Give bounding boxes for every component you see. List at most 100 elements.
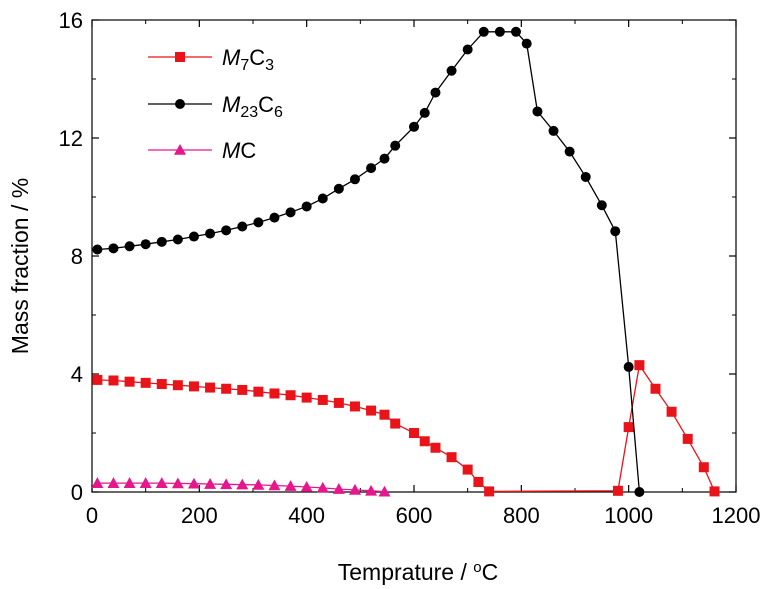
data-point (155, 477, 168, 488)
data-point (172, 234, 183, 245)
data-point (91, 477, 104, 488)
data-point (419, 436, 430, 447)
data-point (446, 65, 457, 76)
data-point (156, 379, 167, 390)
data-point (379, 409, 390, 420)
data-point (124, 376, 135, 387)
legend-label: MC (222, 138, 256, 163)
series-m23c6 (92, 26, 645, 497)
data-point (220, 478, 233, 490)
data-point (596, 200, 607, 211)
legend-label: M23C6 (222, 92, 283, 121)
data-point (285, 390, 296, 401)
data-point (666, 406, 677, 417)
series-mc (91, 477, 391, 497)
x-axis-title: Temprature / oC (338, 559, 498, 585)
data-point (446, 452, 457, 463)
data-point (366, 405, 377, 416)
data-point (108, 375, 119, 386)
data-point (204, 478, 217, 489)
data-point (532, 106, 543, 117)
data-point (92, 244, 103, 255)
data-point (564, 146, 575, 157)
data-point (409, 428, 419, 438)
legend-entry-mc: MC (148, 138, 256, 163)
data-point (462, 44, 473, 55)
data-point (709, 486, 720, 497)
data-point (349, 174, 360, 185)
data-point (156, 236, 167, 247)
data-point (253, 217, 264, 228)
data-point (379, 153, 390, 164)
data-point (580, 171, 591, 182)
data-point (473, 476, 484, 487)
data-point (171, 477, 184, 489)
x-tick-label: 1200 (712, 503, 761, 528)
data-point (301, 201, 312, 212)
data-point (409, 121, 419, 132)
data-point (284, 480, 297, 491)
data-point (548, 125, 559, 136)
plot-frame (91, 19, 737, 493)
data-point (623, 422, 634, 433)
data-point (650, 383, 661, 394)
data-point (107, 477, 120, 488)
data-point (634, 487, 645, 497)
data-point (140, 377, 151, 388)
data-point (236, 478, 249, 490)
data-point (484, 486, 495, 497)
axes: 0 200 400 600 800 1000 1200 0 4 8 12 16 (59, 8, 761, 528)
data-point (316, 481, 329, 493)
data-point (172, 380, 183, 391)
data-point (269, 388, 280, 399)
data-point (478, 26, 489, 37)
data-point (123, 477, 136, 488)
legend-marker (174, 144, 186, 155)
data-point (187, 477, 200, 489)
data-point (365, 484, 378, 496)
data-point (462, 464, 473, 475)
data-point (205, 228, 216, 239)
data-point (317, 193, 328, 204)
legend-marker (175, 52, 185, 62)
data-point (430, 87, 441, 98)
data-point (269, 212, 280, 223)
data-point (139, 477, 152, 488)
x-tick-label: 800 (503, 503, 540, 528)
data-point (333, 397, 344, 408)
data-point (237, 384, 248, 395)
data-point (349, 401, 360, 412)
x-tick-label: 0 (86, 503, 98, 528)
data-point (124, 241, 135, 252)
axis-titles: Temprature / oC Mass fraction / % (7, 178, 498, 585)
legend-label: M7C3 (222, 45, 274, 74)
x-tick-label: 600 (396, 503, 433, 528)
data-point (253, 386, 264, 397)
legend-entry-m7c3: M7C3 (148, 45, 274, 74)
series-m7c3 (92, 360, 720, 497)
data-point (612, 485, 623, 496)
data-point (494, 26, 505, 37)
data-point (188, 381, 199, 392)
data-point (390, 140, 401, 151)
data-point (108, 243, 119, 254)
data-point (301, 392, 312, 403)
data-point (682, 433, 693, 444)
data-point (237, 221, 248, 232)
data-point (333, 183, 344, 194)
data-point (348, 483, 361, 495)
data-point (268, 479, 281, 491)
data-point (317, 394, 328, 405)
data-point (430, 442, 441, 453)
data-point (698, 462, 709, 473)
data-point (634, 360, 645, 371)
x-tick-label: 400 (288, 503, 325, 528)
data-point (419, 107, 430, 118)
data-point (510, 26, 521, 37)
y-tick-label: 0 (71, 480, 83, 505)
data-point (140, 239, 151, 250)
data-point (623, 361, 634, 372)
legend: M7C3 M23C6 MC (148, 45, 283, 163)
y-tick-label: 4 (71, 362, 83, 387)
